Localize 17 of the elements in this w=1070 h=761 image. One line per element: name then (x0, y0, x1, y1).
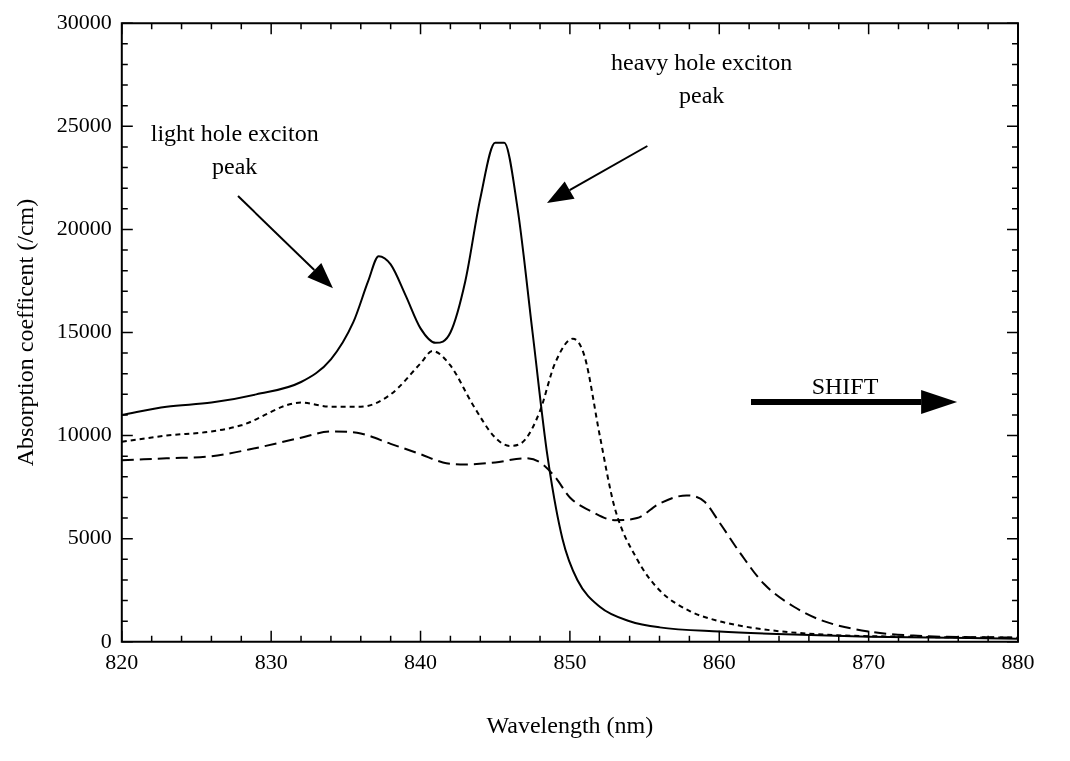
annotation: heavy hole exciton peak (611, 48, 793, 108)
x-axis-title: Wavelength (nm) (486, 711, 654, 738)
x-tick-label: 880 (1001, 648, 1035, 674)
y-tick-label: 20000 (56, 215, 112, 241)
x-tick-label: 860 (702, 648, 736, 674)
annotation: light hole exciton peak (150, 119, 319, 179)
x-tick-label: 840 (404, 648, 438, 674)
x-tick-label: 850 (553, 648, 587, 674)
y-tick-label: 25000 (56, 112, 112, 138)
y-tick-label: 10000 (56, 421, 112, 447)
x-tick-label: 870 (852, 648, 886, 674)
y-axis-title: Absorption coefficent (/cm) (11, 198, 38, 467)
annotation: SHIFT (811, 373, 879, 400)
y-tick-label: 15000 (56, 318, 112, 344)
y-tick-label: 30000 (56, 8, 112, 34)
x-tick-label: 830 (254, 648, 288, 674)
y-tick-label: 5000 (67, 524, 112, 550)
